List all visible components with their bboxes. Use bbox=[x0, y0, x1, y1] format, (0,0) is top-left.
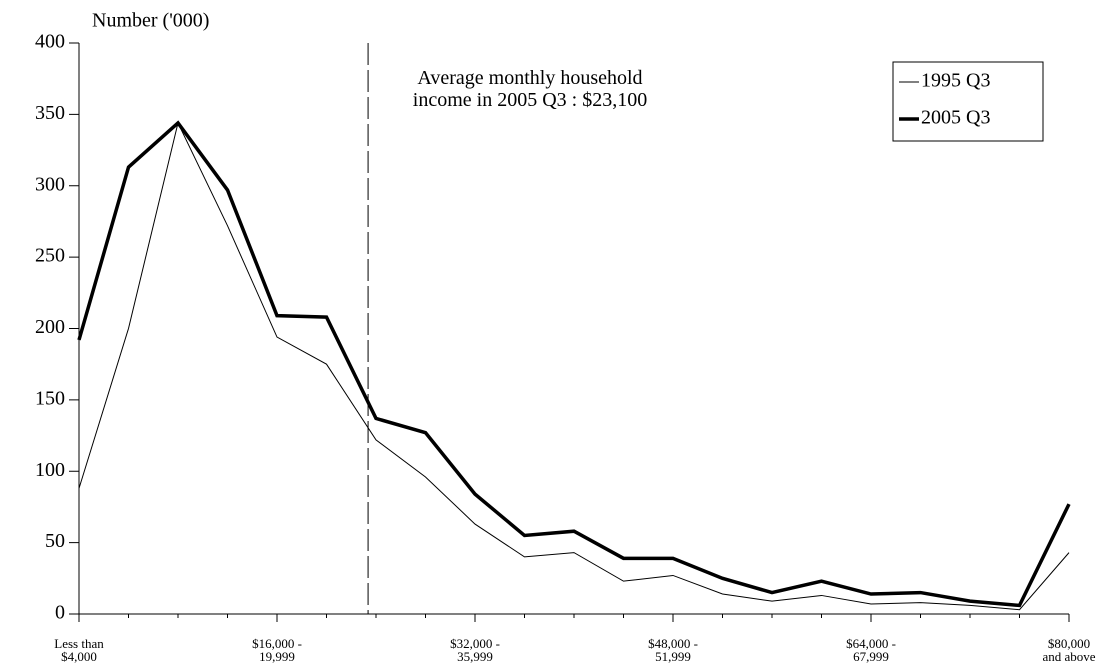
y-tick-label: 100 bbox=[35, 459, 65, 481]
legend-label: 2005 Q3 bbox=[921, 107, 990, 129]
legend-label: 1995 Q3 bbox=[921, 70, 990, 92]
y-tick-label: 0 bbox=[55, 602, 65, 624]
annotation: Average monthly household income in 2005… bbox=[412, 67, 648, 111]
y-tick-label: 200 bbox=[35, 316, 65, 338]
x-tick-label: $64,000 - 67,999 bbox=[846, 636, 896, 664]
series-line bbox=[77, 120, 1071, 608]
y-tick-label: 300 bbox=[35, 173, 65, 195]
y-axis-label: Number ('000) bbox=[92, 10, 209, 32]
x-tick-label: $32,000 - 35,999 bbox=[450, 636, 500, 664]
y-tick-label: 150 bbox=[35, 387, 65, 409]
series-line bbox=[78, 121, 1070, 611]
x-tick-label: $80,000 and above bbox=[1042, 636, 1096, 664]
x-tick-label: $48,000 - 51,999 bbox=[648, 636, 698, 664]
x-tick-label: Less than $4,000 bbox=[54, 636, 104, 664]
y-tick-label: 350 bbox=[35, 102, 65, 124]
y-tick-label: 400 bbox=[35, 31, 65, 53]
y-tick-label: 50 bbox=[45, 530, 65, 552]
x-tick-label: $16,000 - 19,999 bbox=[252, 636, 302, 664]
y-tick-label: 250 bbox=[35, 245, 65, 267]
legend-box bbox=[892, 61, 1044, 142]
